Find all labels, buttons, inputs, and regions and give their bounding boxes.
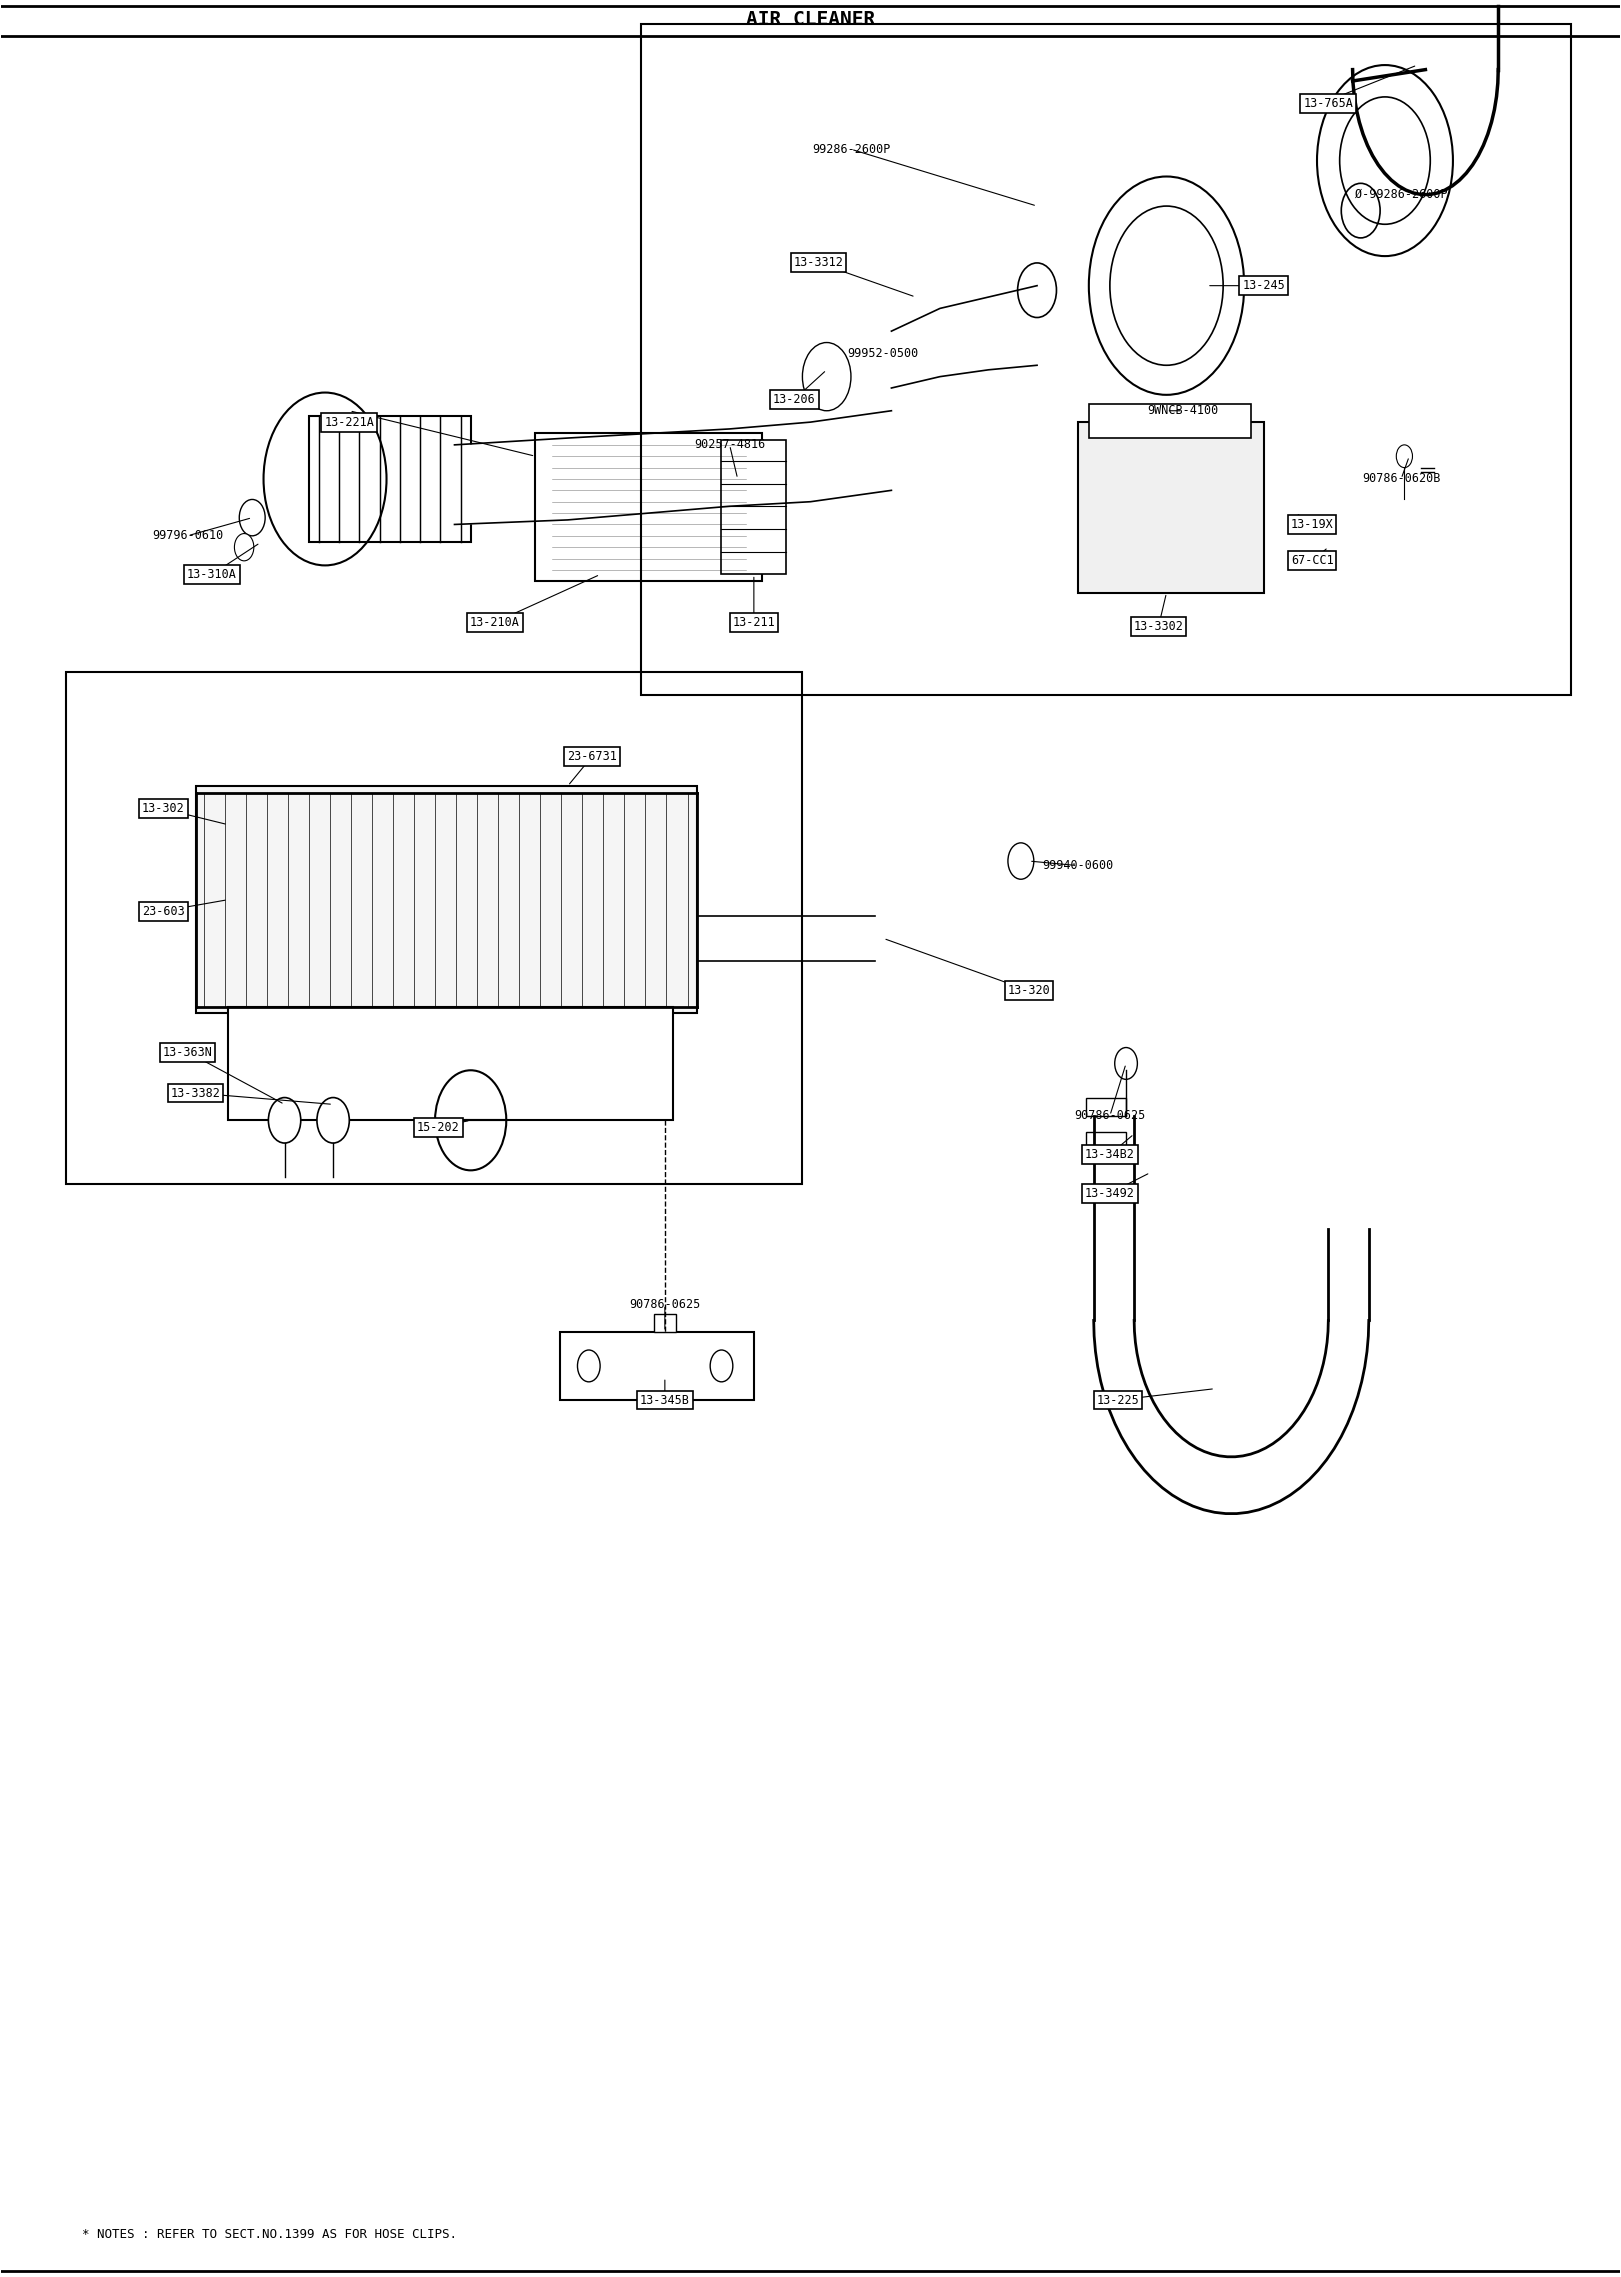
Bar	[1089, 403, 1251, 437]
Circle shape	[1008, 842, 1034, 879]
Text: 13-3312: 13-3312	[794, 257, 843, 269]
Circle shape	[710, 1350, 733, 1382]
Text: 99286-2600P: 99286-2600P	[812, 143, 890, 155]
Circle shape	[269, 1098, 302, 1143]
Text: 13-345B: 13-345B	[640, 1394, 691, 1407]
Bar	[653, 1314, 676, 1332]
Text: 13-765A: 13-765A	[1303, 98, 1354, 109]
Text: 13-19X: 13-19X	[1290, 517, 1334, 531]
Bar	[721, 439, 786, 574]
Bar	[1078, 421, 1264, 592]
Circle shape	[235, 533, 254, 560]
Text: 13-34B2: 13-34B2	[1084, 1148, 1135, 1161]
Bar	[1086, 1132, 1127, 1150]
Text: 13-3492: 13-3492	[1084, 1186, 1135, 1200]
Text: 13-3302: 13-3302	[1133, 619, 1183, 633]
Text: 13-363N: 13-363N	[162, 1045, 212, 1059]
Text: 13-221A: 13-221A	[324, 417, 374, 428]
Bar	[535, 433, 762, 581]
Bar	[1086, 1098, 1127, 1116]
Text: 9WNCB-4100: 9WNCB-4100	[1148, 405, 1219, 417]
Text: 13-245: 13-245	[1242, 280, 1285, 291]
Text: 13-210A: 13-210A	[470, 615, 520, 628]
Bar	[559, 1332, 754, 1400]
Circle shape	[240, 499, 266, 535]
Bar	[229, 1006, 673, 1120]
Text: 13-211: 13-211	[733, 615, 775, 628]
Text: 13-3382: 13-3382	[170, 1086, 220, 1100]
Text: 99952-0500: 99952-0500	[848, 348, 919, 360]
Circle shape	[1396, 444, 1412, 467]
Text: Ø-99286-2600P: Ø-99286-2600P	[1355, 189, 1448, 200]
Text: 67-CC1: 67-CC1	[1290, 553, 1334, 567]
Text: 90786-0620B: 90786-0620B	[1362, 471, 1441, 485]
Text: * NOTES : REFER TO SECT.NO.1399 AS FOR HOSE CLIPS.: * NOTES : REFER TO SECT.NO.1399 AS FOR H…	[83, 2229, 457, 2241]
Text: 90786-0625: 90786-0625	[629, 1298, 700, 1312]
Text: 23-603: 23-603	[141, 904, 185, 918]
Text: 13-310A: 13-310A	[186, 567, 237, 581]
Text: 13-225: 13-225	[1096, 1394, 1140, 1407]
Text: 13-320: 13-320	[1008, 984, 1050, 997]
Text: 99940-0600: 99940-0600	[1042, 858, 1114, 872]
Bar	[640, 25, 1571, 694]
Bar	[310, 417, 470, 542]
Text: 90786-0625: 90786-0625	[1075, 1109, 1146, 1123]
Text: 99796-0610: 99796-0610	[152, 528, 224, 542]
Circle shape	[1115, 1047, 1138, 1079]
Circle shape	[577, 1350, 600, 1382]
Text: 15-202: 15-202	[417, 1120, 460, 1134]
Text: 13-206: 13-206	[773, 394, 815, 405]
Text: 13-302: 13-302	[141, 802, 185, 815]
Bar	[66, 672, 802, 1184]
Bar	[196, 786, 697, 1013]
Text: 23-6731: 23-6731	[567, 749, 618, 763]
Text: 90257-4816: 90257-4816	[694, 439, 765, 451]
Text: AIR CLEANER: AIR CLEANER	[746, 9, 875, 30]
Circle shape	[318, 1098, 349, 1143]
